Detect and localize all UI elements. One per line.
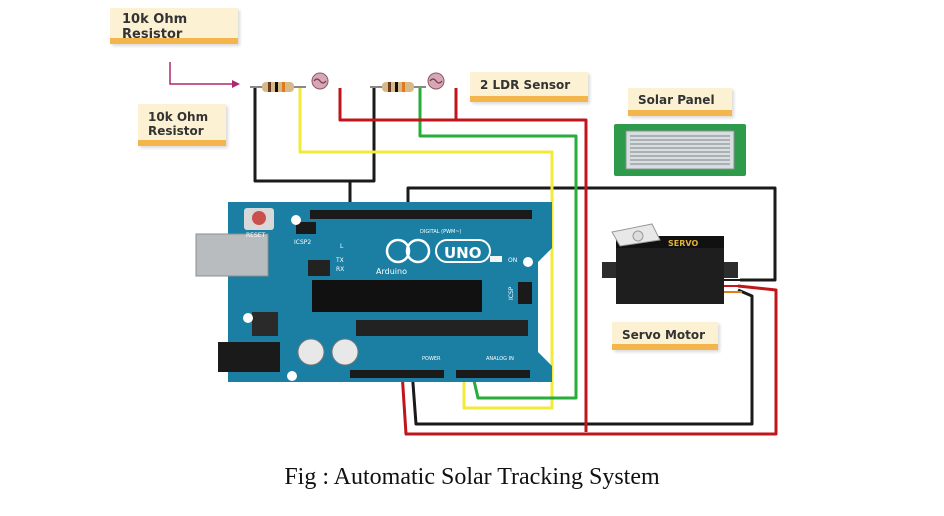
ldr-sensor-left: [311, 72, 329, 90]
wire-black-ground: [410, 288, 754, 426]
wire-black-ldr-right: [350, 88, 376, 183]
servo-motor-label: Servo Motor: [612, 322, 718, 350]
wire-red-5v: [400, 284, 778, 436]
analog-text: ANALOG IN: [486, 356, 514, 362]
resistor-side-label-text: 10k Ohm Resistor: [148, 110, 209, 138]
icsp2-text: ICSP2: [294, 239, 311, 246]
resistor-right: [370, 82, 426, 92]
figure-caption: Fig : Automatic Solar Tracking System: [284, 464, 660, 490]
wire-black-ldr-left: [253, 88, 352, 212]
arduino-board: RESET DIGITAL (PWM~) ICSP2 UNO Arduino L…: [195, 202, 552, 382]
brand-text: Arduino: [376, 267, 407, 276]
tx-text: TX: [335, 257, 344, 264]
pointer-arrow: [169, 62, 240, 88]
wire-green-a1: [418, 88, 578, 400]
l-text: L: [340, 243, 344, 250]
servo-text: SERVO: [668, 239, 698, 248]
ldr-sensor-label: 2 LDR Sensor: [470, 72, 588, 102]
wire-yellow-a0: [298, 88, 554, 410]
resistor-top-label-text: 10k Ohm Resistor: [122, 12, 188, 42]
digital-text: DIGITAL (PWM~): [420, 229, 462, 235]
solar-panel: [614, 124, 746, 176]
wire-black-servo: [406, 186, 777, 282]
resistor-top-label: 10k Ohm Resistor: [110, 8, 238, 44]
icsp-text: ICSP: [508, 286, 515, 300]
model-text: UNO: [444, 244, 482, 262]
resistor-side-label: 10k Ohm Resistor: [138, 104, 226, 146]
ldr-sensor-right: [427, 72, 445, 90]
reset-text: RESET: [246, 232, 266, 239]
servo-motor-label-text: Servo Motor: [622, 328, 706, 342]
solar-panel-label: Solar Panel: [628, 88, 732, 116]
on-text: ON: [508, 257, 517, 264]
ldr-sensor-label-text: 2 LDR Sensor: [480, 78, 571, 92]
power-text: POWER: [422, 356, 441, 362]
solar-panel-label-text: Solar Panel: [638, 93, 715, 107]
wire-red-ldr-left: [338, 88, 588, 432]
servo-motor: SERVO: [602, 223, 742, 304]
rx-text: RX: [336, 266, 344, 273]
resistor-left: [250, 82, 306, 92]
schematic: RESET DIGITAL (PWM~) ICSP2 UNO Arduino L…: [169, 62, 778, 436]
